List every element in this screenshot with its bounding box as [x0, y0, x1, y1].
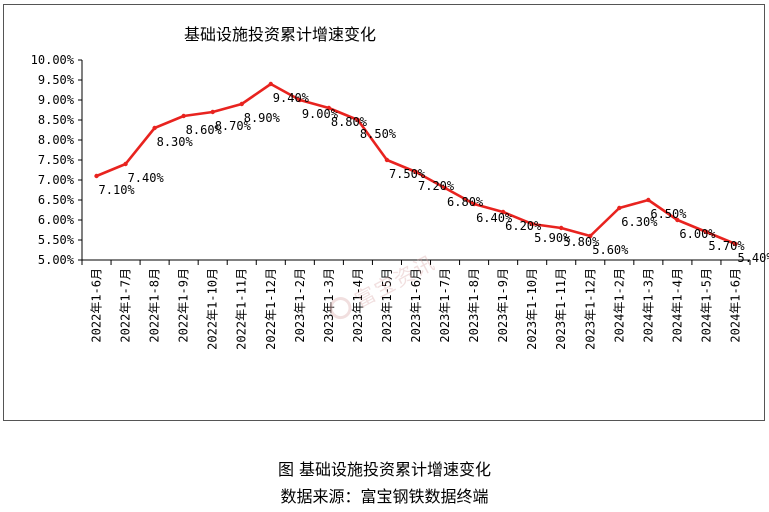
x-tick-label: 2023年1-12月	[583, 268, 597, 350]
data-label: 9.00%	[302, 107, 339, 121]
x-tick-label: 2023年1-7月	[438, 268, 452, 343]
x-tick-label: 2023年1-2月	[293, 268, 307, 343]
y-tick-label: 8.50%	[38, 113, 75, 127]
y-tick-label: 6.50%	[38, 193, 75, 207]
x-tick-label: 2023年1-6月	[409, 268, 423, 343]
x-tick-label: 2023年1-10月	[525, 268, 539, 350]
data-label: 5.40%	[737, 251, 769, 265]
data-label: 6.30%	[621, 215, 658, 229]
x-tick-label: 2023年1-8月	[467, 268, 481, 343]
data-label: 7.50%	[389, 167, 426, 181]
x-tick-label: 2022年1-7月	[119, 268, 133, 343]
y-tick-label: 10.00%	[31, 53, 75, 67]
data-label: 7.20%	[418, 179, 455, 193]
y-tick-label: 5.50%	[38, 233, 75, 247]
x-tick-label: 2023年1-3月	[322, 268, 336, 343]
data-point	[297, 97, 303, 103]
y-tick-label: 9.50%	[38, 73, 75, 87]
data-label: 9.40%	[273, 91, 310, 105]
x-tick-label: 2022年1-11月	[235, 268, 249, 350]
data-point	[123, 161, 128, 167]
x-tick-label: 2022年1-8月	[148, 268, 162, 343]
x-tick-label: 2023年1-5月	[380, 268, 394, 343]
data-point	[442, 185, 448, 191]
data-label: 8.90%	[244, 111, 281, 125]
x-tick-label: 2024年1-2月	[612, 268, 626, 343]
x-tick-label: 2022年1-10月	[206, 268, 220, 350]
data-label: 6.50%	[650, 207, 687, 221]
y-tick-label: 6.00%	[38, 213, 75, 227]
x-tick-label: 2023年1-4月	[351, 268, 365, 343]
data-point	[326, 105, 332, 111]
data-point	[471, 201, 477, 207]
data-point	[733, 241, 738, 247]
data-point	[559, 225, 564, 231]
data-label: 8.70%	[215, 119, 252, 133]
data-point	[384, 157, 390, 163]
x-tick-label: 2023年1-9月	[496, 268, 510, 343]
data-label: 8.60%	[186, 123, 223, 137]
y-tick-label: 8.00%	[38, 133, 75, 147]
line-chart: 5.00% 5.50% 6.00% 6.50% 7.00% 7.50% 8.00% 8.50%…	[31, 53, 769, 350]
chart-frame	[3, 4, 765, 421]
data-label: 6.00%	[679, 227, 716, 241]
data-source: 数据来源：富宝钢铁数据终端	[280, 487, 489, 506]
data-point	[355, 117, 361, 123]
data-point	[268, 81, 273, 87]
data-point	[617, 205, 622, 211]
x-tick-label: 2024年1-3月	[641, 268, 655, 343]
figure-caption: 图 基础设施投资累计增速变化	[277, 460, 492, 479]
data-label: 6.20%	[505, 219, 542, 233]
x-tick-label: 2024年1-4月	[670, 268, 684, 343]
data-label: 8.80%	[331, 115, 368, 129]
data-point	[675, 217, 680, 223]
data-label: 6.80%	[447, 195, 484, 209]
x-tick-label: 2024年1-6月	[728, 268, 742, 343]
data-label: 8.30%	[157, 135, 194, 149]
x-tick-label: 2022年1-9月	[177, 268, 191, 343]
data-label: 7.10%	[99, 183, 136, 197]
data-label: 5.90%	[534, 231, 571, 245]
data-point	[152, 125, 157, 131]
chart-title: 基础设施投资累计增速变化	[183, 25, 376, 44]
data-point	[210, 109, 215, 115]
data-point	[239, 101, 244, 107]
data-point	[588, 233, 593, 239]
data-point	[181, 113, 186, 119]
y-tick-label: 9.00%	[38, 93, 75, 107]
data-point	[413, 169, 419, 175]
data-label: 5.80%	[563, 235, 600, 249]
x-tick-label: 2022年1-12月	[264, 268, 278, 350]
data-label: 7.40%	[128, 171, 165, 185]
data-point	[704, 229, 709, 235]
data-label: 8.50%	[360, 127, 397, 141]
x-tick-label: 2024年1-5月	[699, 268, 713, 343]
data-label: 6.40%	[476, 211, 513, 225]
data-point	[94, 173, 99, 179]
data-point	[500, 209, 506, 215]
data-label: 5.70%	[708, 239, 745, 253]
y-tick-label: 7.00%	[38, 173, 75, 187]
x-tick-label: 2023年1-11月	[554, 268, 568, 350]
data-label: 5.60%	[592, 243, 629, 257]
data-point	[646, 197, 651, 203]
y-tick-label: 5.00%	[38, 253, 75, 267]
data-point	[529, 221, 535, 227]
x-tick-label: 2022年1-6月	[90, 268, 104, 343]
y-tick-label: 7.50%	[38, 153, 75, 167]
